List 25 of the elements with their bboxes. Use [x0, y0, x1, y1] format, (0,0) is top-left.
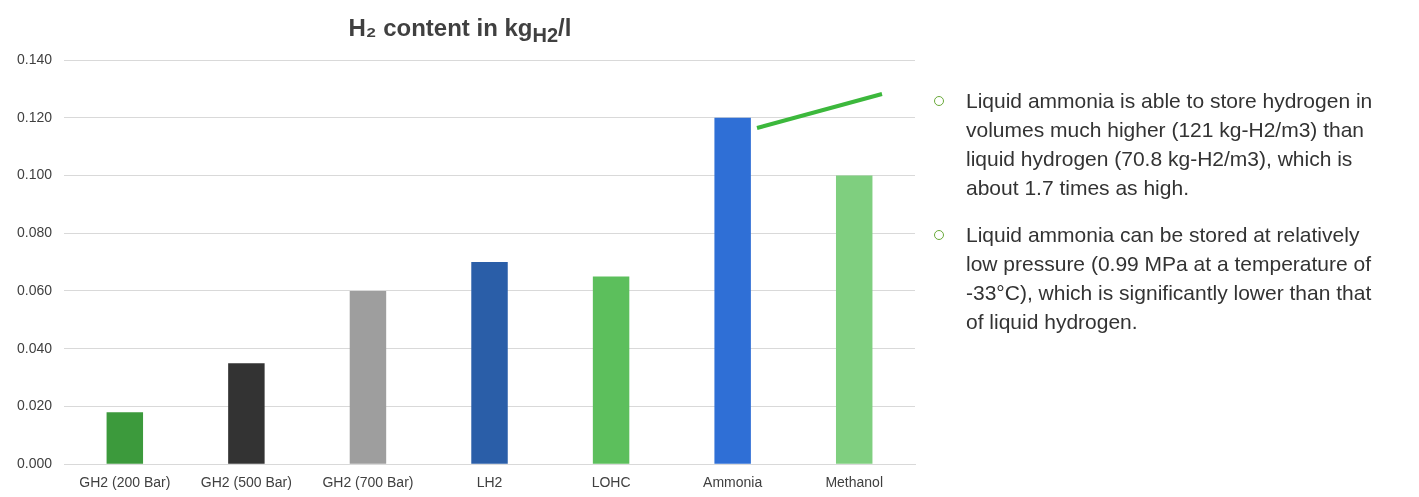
bar — [471, 262, 508, 464]
x-tick-label: Methanol — [825, 474, 884, 491]
y-tick-label: 0.100 — [16, 166, 53, 183]
x-tick-label: LOHC — [591, 474, 631, 491]
x-tick-label: GH2 (200 Bar) — [79, 474, 171, 491]
y-tick-label: 0.020 — [16, 397, 53, 414]
chart-title: H₂ content in kg$_{H2}$/l — [347, 14, 573, 47]
bar — [228, 363, 265, 464]
y-tick-label: 0.000 — [16, 455, 53, 472]
bar — [835, 175, 873, 464]
x-tick-label: GH2 (700 Bar) — [322, 474, 414, 491]
bar — [714, 117, 751, 464]
bar — [592, 276, 630, 464]
y-tick-label: 0.040 — [16, 339, 53, 356]
y-tick-label: 0.140 — [16, 50, 53, 67]
y-tick-label: 0.080 — [16, 224, 53, 241]
y-tick-label: 0.120 — [16, 108, 53, 125]
bar — [106, 412, 144, 464]
x-tick-label: GH2 (500 Bar) — [200, 474, 292, 491]
bar — [349, 290, 387, 464]
x-tick-label: LH2 — [476, 474, 503, 491]
text: Liquid ammonia can be stored at relatively low pressure (0.99 MPa at a temperature of -33°C), which is significantly lower than that of liquid hydrogen. — [966, 223, 1372, 333]
y-tick-label: 0.060 — [16, 281, 53, 298]
x-tick-label: Ammonia — [703, 474, 763, 491]
text: Liquid ammonia is able to store hydrogen in volumes much higher (121 kg-H2/m3) than liquid hydrogen (70.8 kg-H2/m3), which is about 1.7 times as high. — [966, 89, 1373, 199]
